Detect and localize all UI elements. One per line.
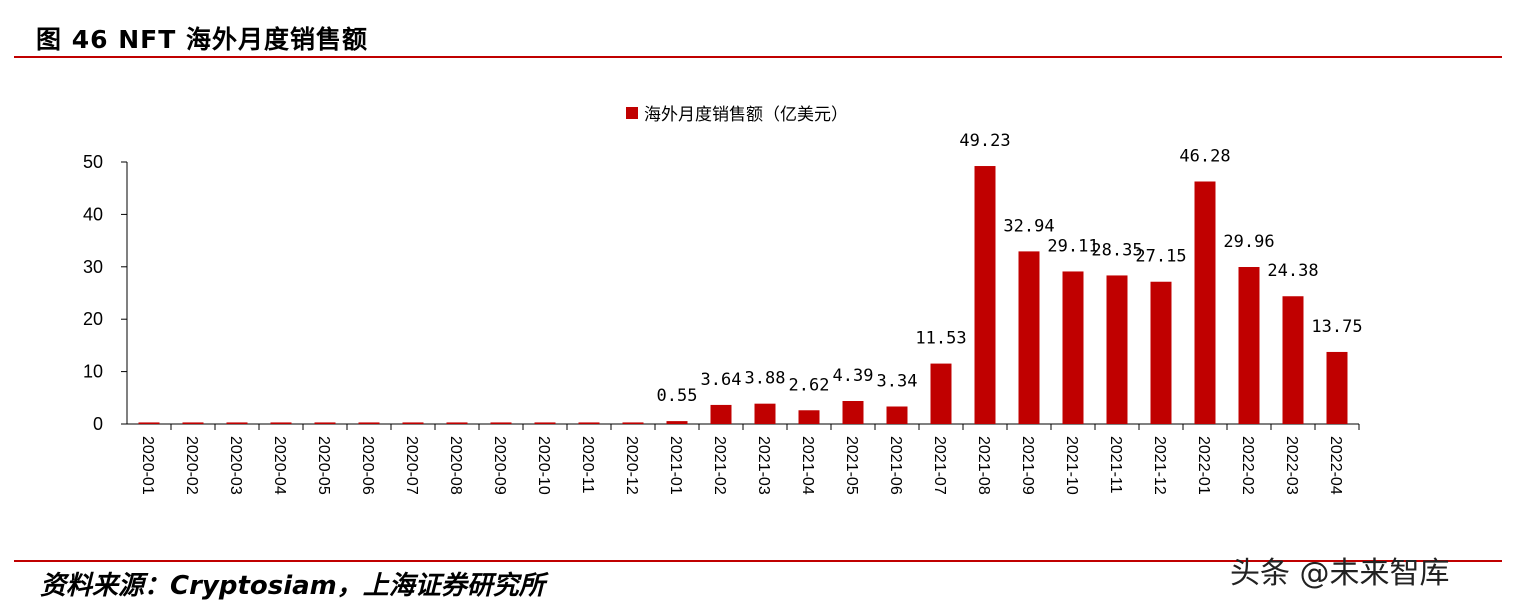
y-tick-label: 20 [83,309,103,329]
y-tick-label: 30 [83,257,103,277]
bar [446,422,468,424]
x-tick-label: 2020-10 [535,436,552,495]
data-label: 49.23 [959,131,1010,151]
x-tick-label: 2022-04 [1327,436,1344,495]
data-label: 3.34 [877,371,918,391]
x-tick-label: 2021-01 [667,436,684,495]
bar [930,363,952,424]
x-axis-tick-labels: 2020-01 2020-02 2020-03 2020-04 2020-05 2020-… [139,436,1344,495]
data-label: 11.53 [915,329,966,349]
x-tick-label: 2021-11 [1107,436,1124,494]
title-divider [14,56,1502,58]
data-label: 24.38 [1267,261,1318,281]
data-label: 27.15 [1135,247,1186,267]
x-tick-label: 2021-09 [1019,436,1036,495]
source-divider [14,560,1502,562]
x-tick-label: 2020-12 [623,436,640,495]
bar [622,422,644,424]
x-tick-label: 2021-12 [1151,436,1168,495]
bar [270,422,292,424]
data-label: 3.64 [701,370,742,390]
bar [402,422,424,424]
x-tick-label: 2021-06 [887,436,904,495]
x-tick-label: 2020-06 [359,436,376,495]
bar [798,410,820,424]
bar [1194,181,1216,424]
y-tick-label: 40 [83,204,103,224]
data-label: 28.35 [1091,240,1142,260]
chart-bars [138,166,1348,425]
x-tick-label: 2020-02 [183,436,200,495]
bar [974,166,996,425]
legend-swatch [626,107,638,119]
bar [1106,275,1128,424]
bar [534,422,556,424]
chart-data-labels: 0.553.64 3.88 2.62 4.39 3.3411.5349.2332.942… [657,131,1363,406]
y-tick-label: 10 [83,362,103,382]
bar [666,421,688,424]
y-axis-tick-labels: 0 10 20 30 40 50 [83,152,103,434]
x-tick-label: 2020-07 [403,436,420,495]
x-tick-label: 2021-10 [1063,436,1080,495]
bar [1018,251,1040,424]
bar [886,406,908,424]
x-tick-label: 2020-11 [579,436,596,494]
x-tick-label: 2020-08 [447,436,464,495]
source-note: 资料来源：Cryptosiam，上海证券研究所 [40,571,545,601]
bar [314,422,336,424]
x-tick-label: 2020-05 [315,436,332,495]
bar [754,403,776,424]
data-label: 29.96 [1223,232,1274,252]
bar [138,422,160,424]
data-label: 0.55 [657,386,698,406]
bar [358,422,380,424]
x-tick-label: 2021-04 [799,436,816,495]
bar [1238,267,1260,424]
x-tick-label: 2020-09 [491,436,508,495]
data-label: 13.75 [1311,317,1362,337]
data-label: 46.28 [1179,146,1230,166]
bar [182,422,204,424]
data-label: 32.94 [1003,216,1054,236]
bar [1150,281,1172,424]
data-label: 2.62 [789,375,830,395]
bar [490,422,512,424]
bar [1282,296,1304,424]
y-tick-label: 0 [93,414,103,434]
bar [842,400,864,424]
chart-legend: 海外月度销售额（亿美元） [626,105,848,125]
x-tick-label: 2022-02 [1239,436,1256,495]
x-tick-label: 2021-07 [931,436,948,495]
bar [1062,271,1084,424]
x-tick-label: 2022-01 [1195,436,1212,495]
figure-title: 图 46 NFT 海外月度销售额 [36,25,368,54]
x-tick-label: 2022-03 [1283,436,1300,495]
legend-label: 海外月度销售额（亿美元） [644,105,848,125]
x-tick-label: 2021-03 [755,436,772,495]
bar [710,404,732,424]
data-label: 4.39 [833,366,874,386]
bar [226,422,248,424]
data-label: 29.11 [1047,236,1098,256]
x-tick-label: 2020-01 [139,436,156,495]
x-tick-label: 2020-04 [271,436,288,495]
watermark-text: 头条 @未来智库 [1230,556,1450,591]
bar [1326,351,1348,424]
bar [578,422,600,424]
y-tick-label: 50 [83,152,103,172]
x-tick-label: 2021-02 [711,436,728,495]
x-tick-label: 2021-08 [975,436,992,495]
bar-chart: 海外月度销售额（亿美元） 0.553.64 3.88 2.62 4.39 3.34 11.… [83,105,1363,495]
x-tick-label: 2020-03 [227,436,244,495]
data-label: 3.88 [745,369,786,389]
x-tick-label: 2021-05 [843,436,860,495]
